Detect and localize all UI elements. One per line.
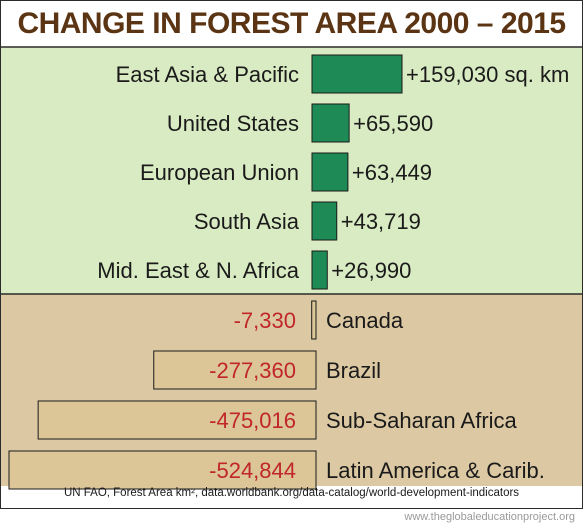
gain-bar-mid-east-n-africa — [311, 250, 328, 290]
category-label-brazil: Brazil — [326, 358, 381, 383]
gain-bar-east-asia-pacific — [311, 54, 403, 94]
value-label-canada: -7,330 — [234, 308, 296, 333]
value-label-european-union: +63,449 — [352, 160, 432, 185]
category-label-sub-saharan-africa: Sub-Saharan Africa — [326, 408, 518, 433]
category-label-mid-east-n-africa: Mid. East & N. Africa — [97, 258, 299, 283]
value-label-brazil: -277,360 — [209, 358, 296, 383]
gain-bar-south-asia — [311, 201, 338, 241]
category-label-canada: Canada — [326, 308, 404, 333]
source-note: UN FAO, Forest Area km², data.worldbank.… — [63, 487, 520, 499]
value-label-sub-saharan-africa: -475,016 — [209, 408, 296, 433]
value-label-united-states: +65,590 — [353, 111, 433, 136]
credit-url: www.theglobaleducationproject.org — [404, 511, 575, 523]
category-label-latin-america-carib: Latin America & Carib. — [326, 458, 545, 483]
gain-bar-european-union — [311, 152, 349, 192]
gain-panel — [1, 47, 582, 294]
category-label-south-asia: South Asia — [194, 209, 300, 234]
loss-bar-brazil — [153, 350, 317, 390]
loss-bar-canada — [311, 300, 317, 340]
gain-bar-united-states — [311, 103, 350, 143]
loss-bar-latin-america-carib — [8, 450, 317, 490]
loss-bar-sub-saharan-africa — [37, 400, 317, 440]
category-label-united-states: United States — [167, 111, 299, 136]
value-label-east-asia-pacific: +159,030 sq. km — [406, 62, 569, 87]
chart-title: CHANGE IN FOREST AREA 2000 – 2015 — [17, 7, 566, 40]
value-label-mid-east-n-africa: +26,990 — [331, 258, 411, 283]
value-label-latin-america-carib: -524,844 — [209, 458, 296, 483]
value-label-south-asia: +43,719 — [341, 209, 421, 234]
category-label-european-union: European Union — [140, 160, 299, 185]
category-label-east-asia-pacific: East Asia & Pacific — [116, 62, 299, 87]
